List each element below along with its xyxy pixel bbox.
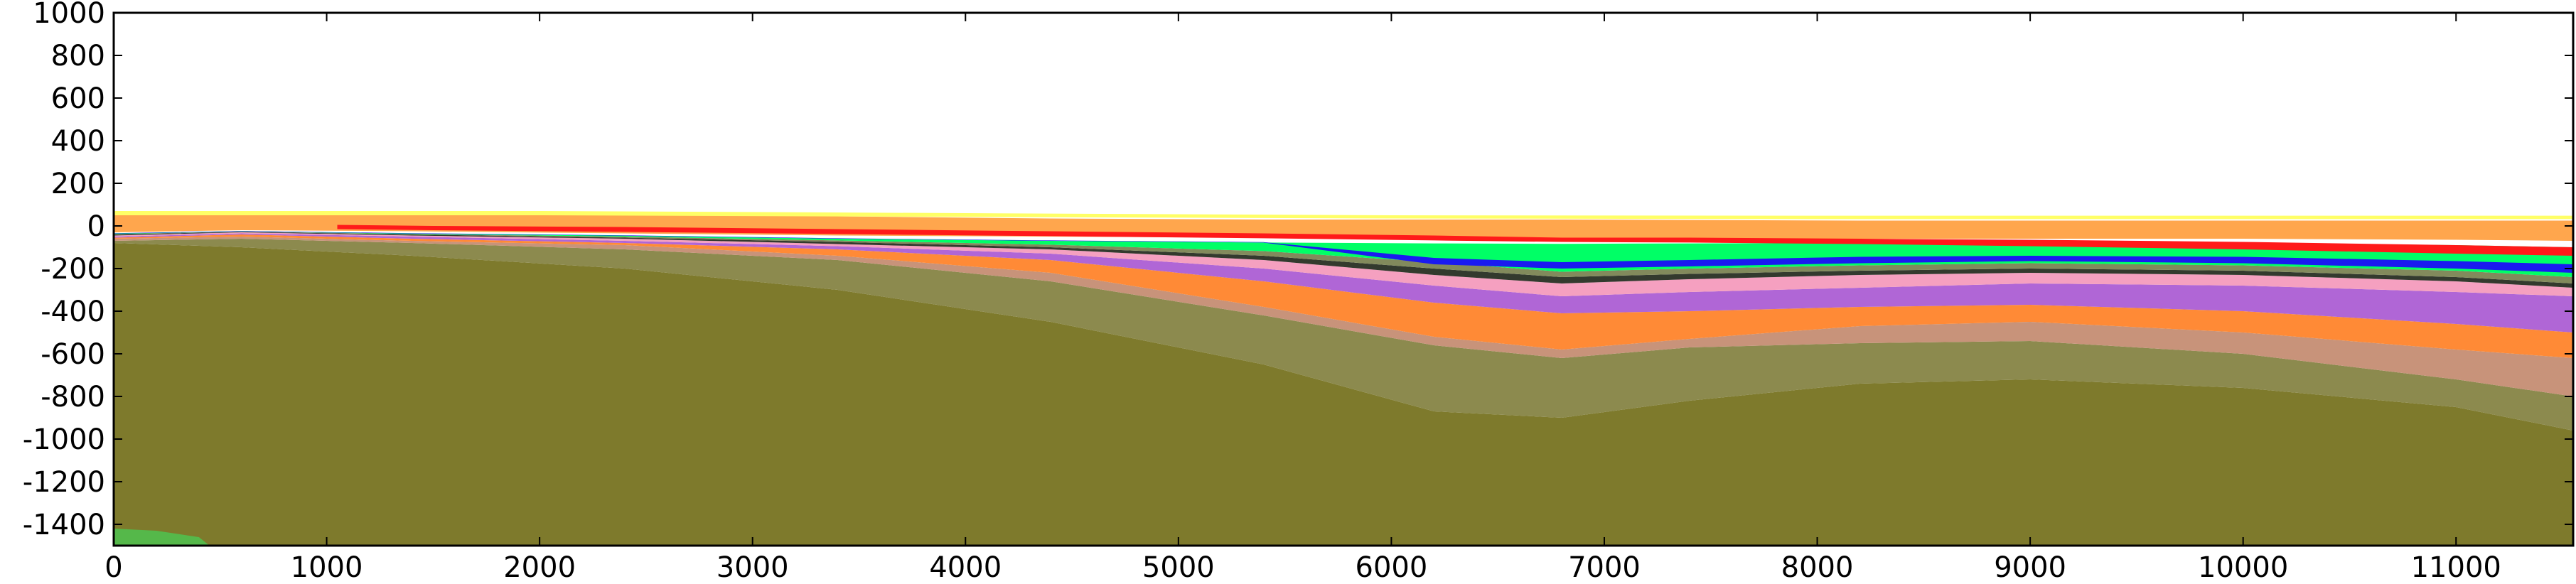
layer-13 bbox=[114, 211, 2573, 220]
x-tick-label: 7000 bbox=[1568, 551, 1641, 584]
layers-group bbox=[114, 211, 2573, 546]
x-tick-label: 10000 bbox=[2198, 551, 2288, 584]
y-tick-label: -400 bbox=[41, 296, 105, 328]
layer-6 bbox=[114, 232, 2573, 296]
layer-8 bbox=[114, 231, 2573, 283]
x-tick-label: 6000 bbox=[1356, 551, 1428, 584]
x-tick-label: 9000 bbox=[1994, 551, 2066, 584]
x-tick-label: 1000 bbox=[291, 551, 363, 584]
x-tick-label: 0 bbox=[104, 551, 122, 584]
axis-ticks: 0 1000 2000 3000 4000 5000 6000 7000 8000 9000 100… bbox=[23, 0, 2573, 584]
layer-4 bbox=[114, 234, 2573, 358]
plot-frame bbox=[112, 11, 2575, 547]
y-tick-label: -200 bbox=[41, 253, 105, 286]
x-tick-label: 4000 bbox=[929, 551, 1002, 584]
y-tick-label: -1200 bbox=[23, 466, 105, 499]
layer-1 bbox=[114, 243, 2573, 546]
y-tick-label: -600 bbox=[41, 338, 105, 371]
y-tick-label: 0 bbox=[87, 210, 105, 243]
y-tick-label: 400 bbox=[51, 125, 105, 158]
layer-2 bbox=[114, 239, 2573, 431]
y-tick-label: 600 bbox=[51, 82, 105, 115]
y-tick-label: -1000 bbox=[23, 423, 105, 456]
y-tick-label: -800 bbox=[41, 381, 105, 413]
x-tick-label: 11000 bbox=[2411, 551, 2501, 584]
x-tick-label: 5000 bbox=[1142, 551, 1215, 584]
layer-14 bbox=[114, 529, 210, 546]
layer-9 bbox=[114, 231, 2573, 277]
y-tick-label: 1000 bbox=[33, 0, 105, 30]
y-tick-label: -1400 bbox=[23, 509, 105, 541]
layer-10 bbox=[114, 231, 2573, 273]
layer-11 bbox=[114, 213, 2573, 241]
y-tick-label: 800 bbox=[51, 40, 105, 72]
layer-5 bbox=[114, 233, 2573, 332]
x-tick-label: 8000 bbox=[1781, 551, 1854, 584]
x-tick-label: 3000 bbox=[717, 551, 789, 584]
y-tick-label: 200 bbox=[51, 168, 105, 200]
x-tick-label: 2000 bbox=[503, 551, 576, 584]
layer-12 bbox=[337, 225, 2573, 256]
